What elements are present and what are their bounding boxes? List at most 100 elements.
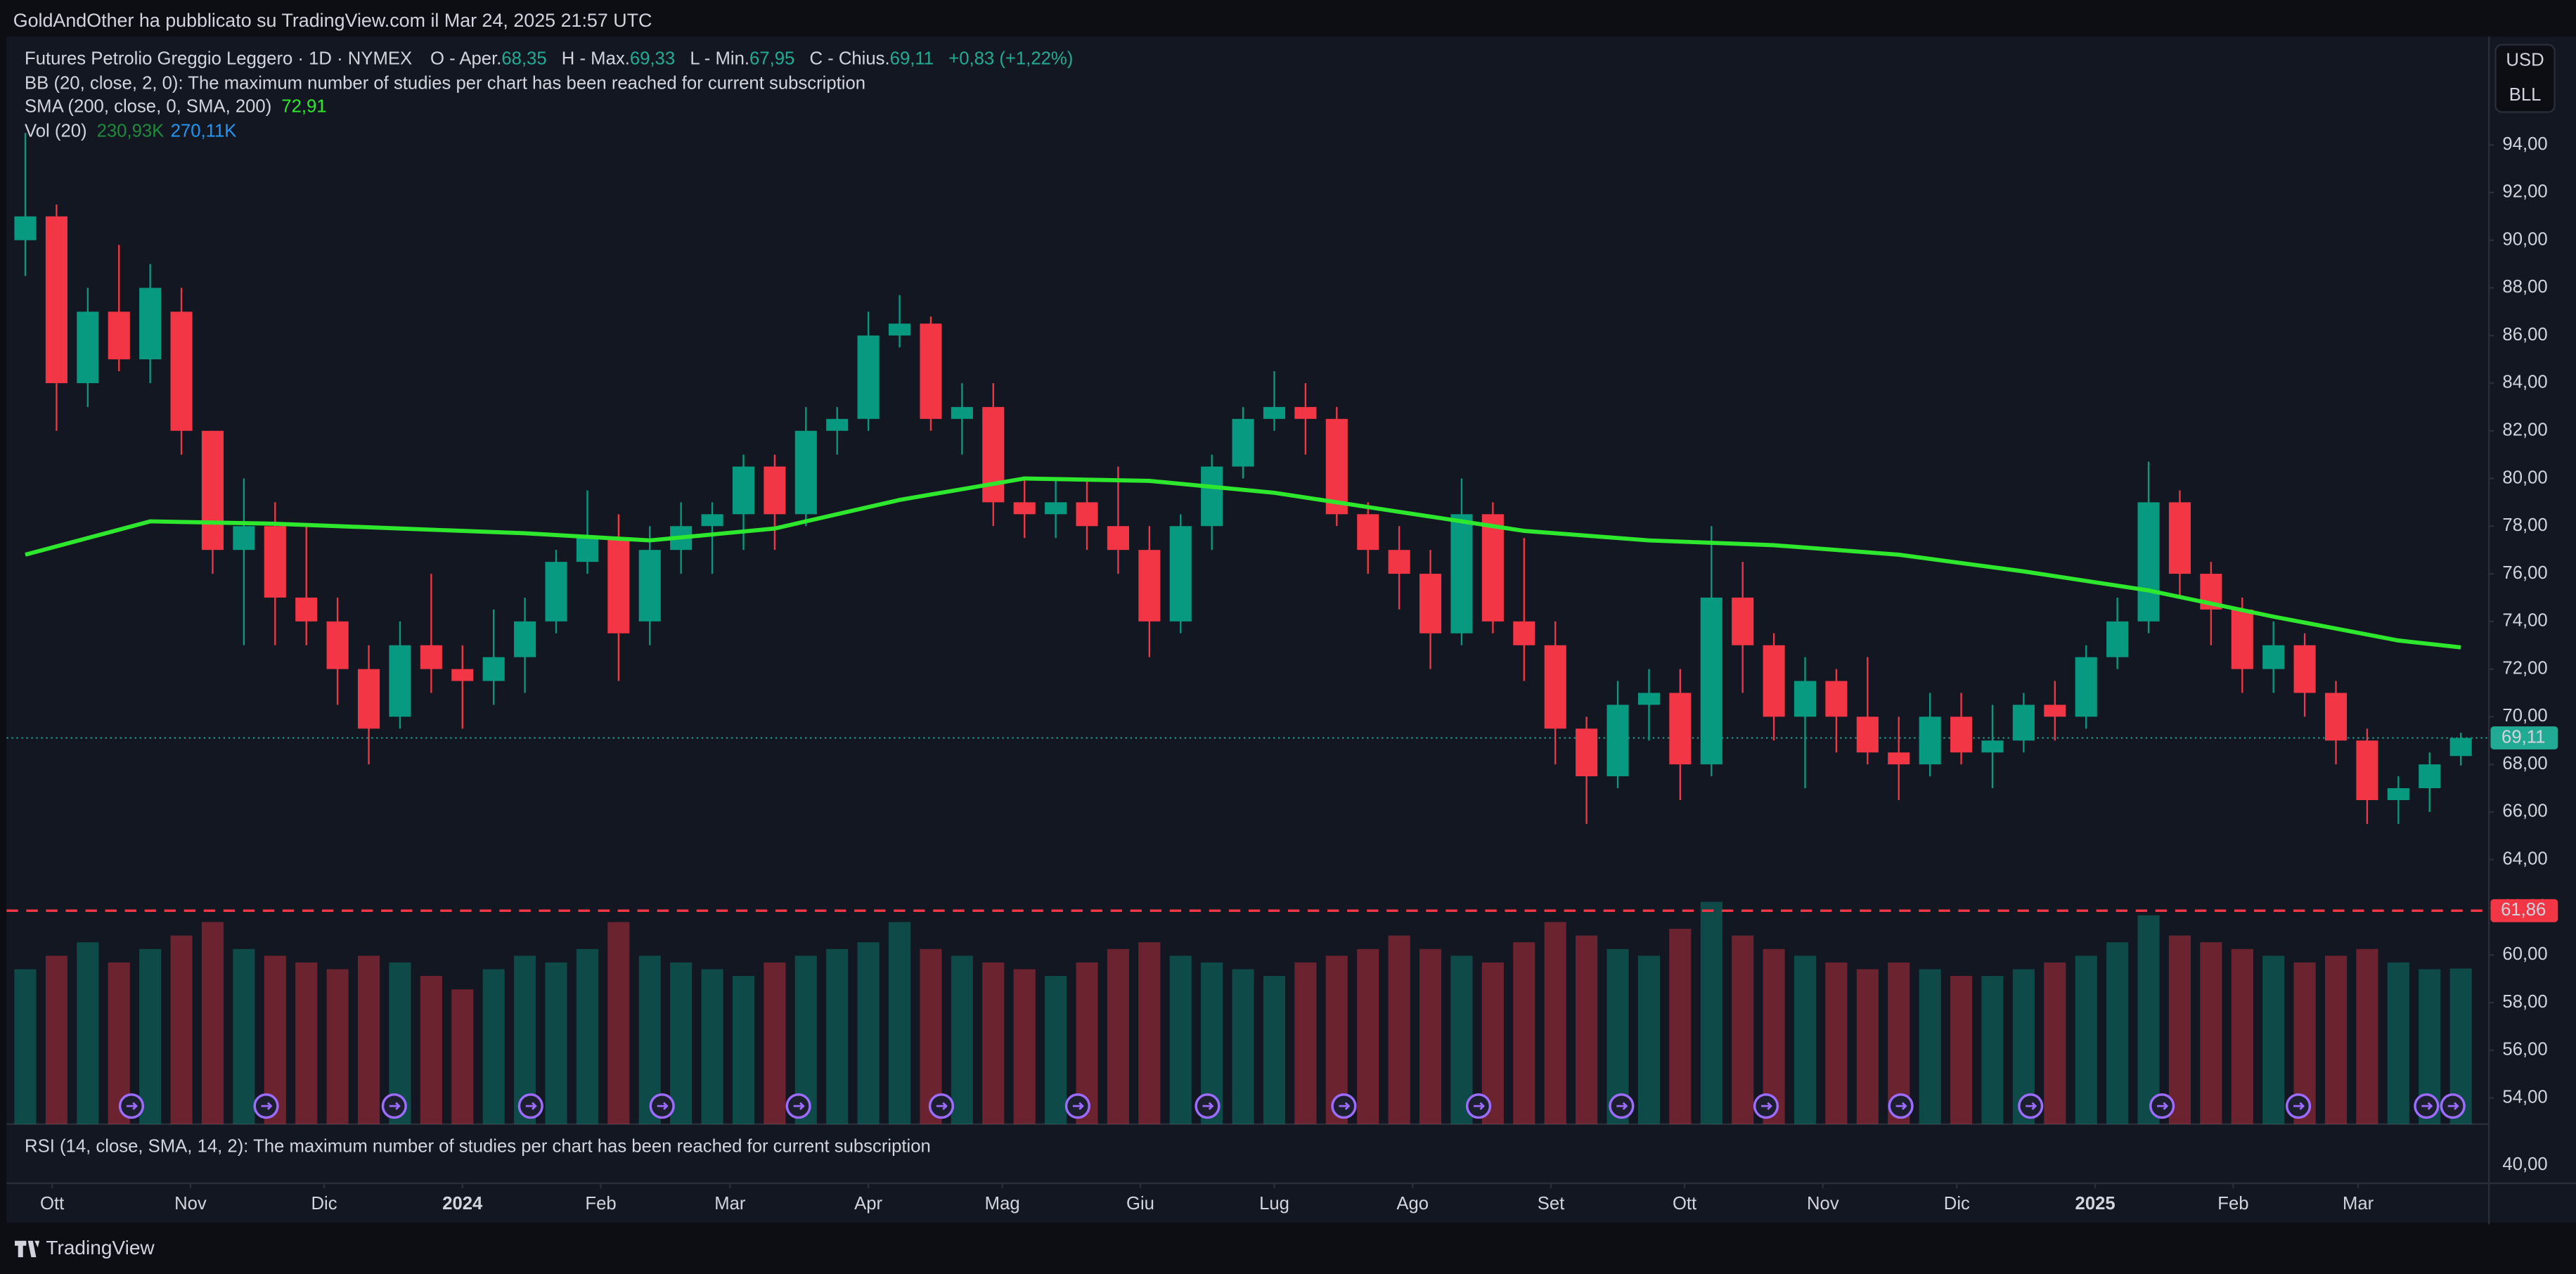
- x-tick-label: Apr: [854, 1194, 882, 1214]
- last-price-label: 69,11: [2501, 727, 2545, 747]
- brand-logo: [15, 1240, 40, 1258]
- volume-value: 230,93K: [97, 121, 165, 141]
- candle-body: [2012, 704, 2035, 741]
- volume-bar: [451, 989, 474, 1124]
- x-tick-label: Feb: [2217, 1194, 2248, 1214]
- rsi-tick-label: 40,00: [2502, 1154, 2547, 1174]
- volume-bar: [1981, 976, 2004, 1124]
- candle-body: [357, 669, 380, 729]
- candle-body: [108, 311, 130, 360]
- x-tick-label: Giu: [1126, 1194, 1154, 1214]
- volume-bar: [357, 956, 380, 1124]
- candle-body: [1419, 574, 1442, 633]
- volume-bar: [1950, 976, 1973, 1124]
- y-tick-label: 92,00: [2502, 182, 2547, 202]
- candle-body: [2168, 502, 2191, 574]
- ohlc-label: O - Aper.: [430, 49, 501, 68]
- candle-body: [2449, 738, 2472, 757]
- y-tick-label: 94,00: [2502, 134, 2547, 154]
- event-icon: [389, 1102, 401, 1110]
- volume-legend: Vol (20) 230,93K 270,11K: [25, 121, 236, 141]
- volume-bar: [295, 962, 318, 1124]
- x-tick-label: Dic: [311, 1194, 337, 1214]
- candle-body: [264, 526, 286, 598]
- candle-body: [1294, 406, 1317, 419]
- candle-body: [638, 550, 661, 622]
- candle-body: [1076, 502, 1098, 527]
- volume-bar: [1732, 935, 1754, 1124]
- candle-body: [607, 538, 630, 633]
- ohlc-value: 67,95: [749, 49, 794, 68]
- volume-bar: [2324, 956, 2348, 1124]
- candle-body: [920, 323, 942, 419]
- change-pct: (+1,22%): [999, 49, 1073, 68]
- candle-body: [1513, 621, 1535, 645]
- volume-bar: [1513, 942, 1535, 1124]
- volume-bar: [732, 976, 755, 1124]
- candle-body: [1045, 502, 1067, 515]
- currency[interactable]: USD: [2506, 51, 2544, 70]
- volume-bar: [1544, 922, 1566, 1124]
- candle-body: [889, 323, 911, 336]
- event-icon: [1202, 1102, 1214, 1110]
- candle-body: [295, 597, 318, 622]
- candle-body: [326, 621, 349, 669]
- event-icon: [1760, 1102, 1772, 1110]
- volume-bar: [1919, 969, 1941, 1124]
- candle-body: [1325, 418, 1348, 515]
- candle-body: [1107, 526, 1129, 551]
- candle-body: [514, 621, 536, 657]
- volume-bar: [2106, 942, 2129, 1124]
- volume-bar: [1793, 956, 1817, 1124]
- candle-body: [1388, 550, 1410, 574]
- x-tick-label: Nov: [174, 1194, 207, 1214]
- candle-body: [1732, 597, 1754, 645]
- volume-bar: [2231, 948, 2253, 1124]
- candle-body: [951, 406, 973, 419]
- candle-body: [201, 430, 224, 551]
- volume-bar: [1637, 956, 1660, 1124]
- ohlc-label: L - Min.: [690, 49, 749, 68]
- x-tick-label: Nov: [1807, 1194, 1839, 1214]
- candle-body: [1357, 514, 1379, 551]
- candle-body: [1201, 466, 1223, 527]
- candle-body: [1544, 645, 1566, 729]
- volume-bar: [1169, 956, 1192, 1124]
- brand-name: TradingView: [46, 1237, 155, 1259]
- candle-body: [14, 216, 37, 240]
- event-icon: [2026, 1102, 2037, 1110]
- volume-bar: [45, 956, 67, 1124]
- candle-body: [1232, 418, 1254, 467]
- volume-bar: [1700, 901, 1722, 1124]
- volume-bar: [1419, 948, 1442, 1124]
- chart-panel: [6, 36, 2490, 1223]
- y-tick-label: 78,00: [2502, 515, 2547, 535]
- unit[interactable]: BLL: [2509, 85, 2542, 105]
- candle-body: [1138, 550, 1161, 622]
- volume-bar: [1045, 976, 1067, 1124]
- volume-bar: [420, 976, 442, 1124]
- volume-bar: [607, 922, 630, 1124]
- candle-body: [1888, 752, 1910, 765]
- volume-bar: [951, 956, 973, 1124]
- candle-body: [2356, 740, 2378, 800]
- event-icon: [261, 1102, 273, 1110]
- volume-ma-value: 270,11K: [171, 121, 237, 141]
- volume-bar: [889, 922, 911, 1124]
- candle-body: [2231, 609, 2253, 669]
- volume-bar: [482, 969, 505, 1124]
- candle-body: [1263, 406, 1286, 419]
- candle-body: [389, 645, 411, 717]
- volume-bar: [1357, 948, 1379, 1124]
- y-tick-label: 72,00: [2502, 658, 2547, 678]
- volume-bar: [1825, 962, 1848, 1124]
- volume-bar: [826, 948, 849, 1124]
- candle-body: [1981, 740, 2004, 753]
- candle-body: [45, 216, 67, 383]
- x-tick-label: Ott: [40, 1194, 64, 1214]
- currency-box[interactable]: [2494, 44, 2556, 113]
- bb-notice: BB (20, close, 2, 0): The maximum number…: [25, 73, 865, 93]
- volume-bar: [1576, 935, 1598, 1124]
- candle-body: [1013, 502, 1036, 515]
- ohlc-value: 69,11: [890, 49, 934, 68]
